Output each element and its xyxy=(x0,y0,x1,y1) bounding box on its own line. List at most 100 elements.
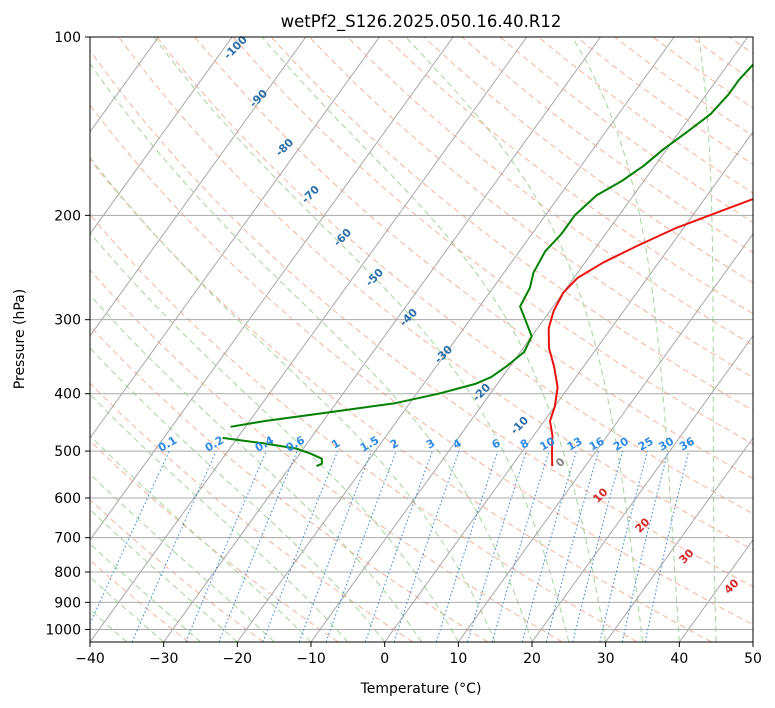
x-tick-label: −10 xyxy=(296,651,326,667)
mixing-ratio-line xyxy=(131,450,217,642)
x-tick-label: 40 xyxy=(670,651,688,667)
dry-adiabat-line xyxy=(90,158,712,642)
label-layer: -100-90-80-70-60-50-40-30-20-100.1 0.2 0.4… xyxy=(156,33,742,597)
dry-adiabat-line xyxy=(194,37,753,480)
x-tick-label: −40 xyxy=(75,651,105,667)
moist-adiabat-label: 20 xyxy=(633,515,653,535)
isotherm-line xyxy=(678,539,753,642)
dry-adiabat-line xyxy=(690,37,753,82)
data-layer xyxy=(222,63,753,468)
x-tick-label: −30 xyxy=(149,651,179,667)
isotherm-line xyxy=(236,37,675,642)
mixing-ratio-line xyxy=(393,450,460,642)
isotherm-line xyxy=(531,335,753,642)
moist-adiabat-line xyxy=(90,347,386,642)
y-tick-label: 900 xyxy=(54,595,81,611)
y-tick-label: 500 xyxy=(54,444,81,460)
mixing-ratio-line xyxy=(521,450,577,642)
y-tick-label: 300 xyxy=(54,313,81,329)
y-tick-label: 700 xyxy=(54,531,81,547)
y-axis-title: Pressure (hPa) xyxy=(12,289,28,389)
isotherm-line xyxy=(90,37,233,235)
y-tick-label: 600 xyxy=(54,491,81,507)
mixing-ratio-label: 4 xyxy=(451,436,464,451)
dry-adiabat-line xyxy=(232,37,753,445)
x-tick-label: −20 xyxy=(223,651,253,667)
dry-adiabat-line xyxy=(156,37,753,515)
mixing-ratio-line xyxy=(467,450,527,642)
moist-adiabat-line xyxy=(571,37,680,642)
mixing-ratio-line xyxy=(262,450,339,642)
moist-adiabat-line xyxy=(405,37,643,642)
dry-adiabat-label: -60 xyxy=(331,226,354,249)
dry-adiabat-line xyxy=(423,37,753,284)
isotherm-line xyxy=(0,37,11,642)
dry-adiabat-line xyxy=(270,37,753,412)
grid-layer xyxy=(0,37,753,642)
moist-adiabat-line xyxy=(90,473,275,642)
dry-adiabat-line xyxy=(385,37,753,315)
dry-adiabat-label: -10 xyxy=(508,414,531,437)
isotherm-line xyxy=(163,37,601,642)
dry-adiabat-line xyxy=(728,37,753,55)
mixing-ratio-label: 3 xyxy=(424,437,437,452)
dry-adiabat-label: -30 xyxy=(432,343,455,366)
dry-adiabat-line xyxy=(309,37,753,379)
dry-adiabat-line xyxy=(90,499,264,642)
x-tick-label: 30 xyxy=(597,651,615,667)
mixing-ratio-line xyxy=(621,450,669,642)
mixing-ratio-label: 2 xyxy=(388,437,401,452)
dry-adiabat-line xyxy=(499,37,753,224)
moist-adiabat-line xyxy=(90,62,533,642)
dry-adiabat-line xyxy=(118,37,753,551)
temperature-profile xyxy=(547,198,753,467)
mixing-ratio-line xyxy=(185,450,267,642)
moist-adiabat-line xyxy=(90,508,238,642)
moist-adiabat-label: 0 xyxy=(553,455,568,470)
dry-adiabat-label: -40 xyxy=(397,306,420,329)
isotherm-line xyxy=(457,233,753,642)
isotherm-line xyxy=(384,130,753,642)
mixing-ratio-line xyxy=(599,450,648,642)
x-tick-label: 0 xyxy=(380,651,389,667)
mixing-ratio-line xyxy=(325,450,397,642)
dry-adiabat-line xyxy=(90,440,339,642)
dry-adiabat-line xyxy=(90,49,753,588)
axis-layer: −40 −30 −20 −10 0 10 20 30 40 5010020030040050060… xyxy=(45,30,762,667)
dry-adiabat-line xyxy=(537,37,753,194)
mixing-ratio-line xyxy=(218,450,298,642)
x-tick-label: 10 xyxy=(449,651,467,667)
mixing-ratio-line xyxy=(572,450,624,642)
isotherm-line xyxy=(90,37,307,337)
plot-frame xyxy=(89,36,754,643)
mixing-ratio-line xyxy=(545,450,599,642)
y-tick-label: 100 xyxy=(54,30,81,46)
moist-adiabat-line xyxy=(153,37,570,642)
mixing-ratio-line xyxy=(364,450,433,642)
dry-adiabat-label: -70 xyxy=(299,183,322,206)
dewpoint-profile-lower xyxy=(222,436,323,468)
isotherm-line xyxy=(90,37,454,541)
moist-adiabat-line xyxy=(90,156,496,642)
chart-title: wetPf2_S126.2025.050.16.40.R12 xyxy=(281,12,562,32)
x-tick-label: 50 xyxy=(744,651,762,667)
moist-adiabat-line xyxy=(90,576,165,642)
moist-adiabat-label: 30 xyxy=(677,546,697,566)
mixing-ratio-line xyxy=(435,450,499,642)
x-axis-title: Temperature (°C) xyxy=(360,681,482,697)
y-tick-label: 200 xyxy=(54,208,81,224)
y-tick-label: 1000 xyxy=(45,622,81,638)
moist-adiabat-line xyxy=(90,294,422,642)
dry-adiabat-line xyxy=(90,325,488,642)
mixing-ratio-line xyxy=(298,450,372,642)
mixing-ratio-label: 8 xyxy=(518,437,531,452)
y-tick-label: 800 xyxy=(54,565,81,581)
isotherm-line xyxy=(90,37,528,642)
x-tick-label: 20 xyxy=(523,651,541,667)
dry-adiabat-line xyxy=(90,213,638,642)
dry-adiabat-label: -80 xyxy=(273,136,296,159)
moist-adiabat-line xyxy=(90,393,349,642)
moist-adiabat-line xyxy=(90,542,201,642)
mixing-ratio-label: 6 xyxy=(490,436,503,451)
dewpoint-profile xyxy=(230,63,753,428)
